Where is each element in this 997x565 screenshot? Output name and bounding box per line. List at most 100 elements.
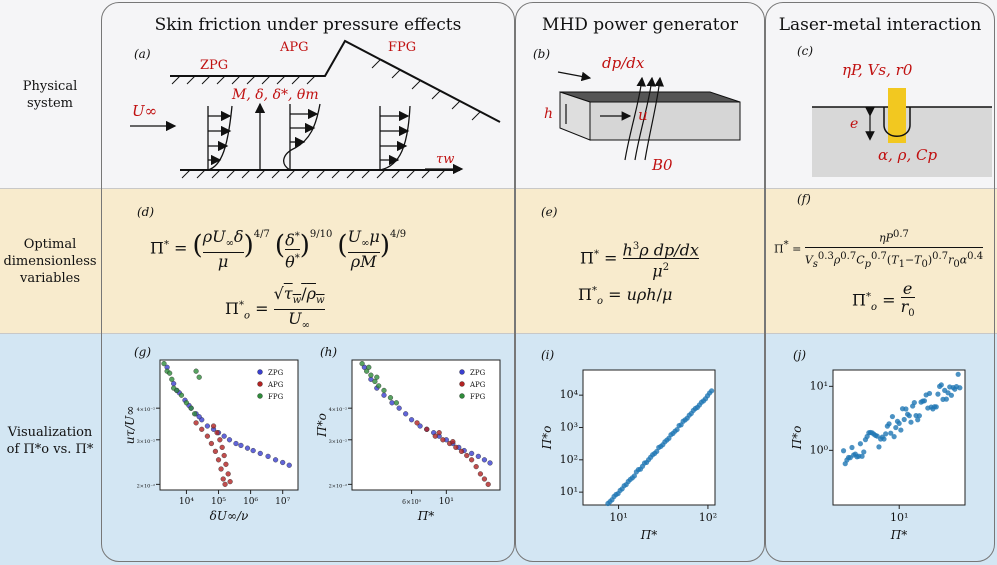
data-point — [906, 413, 912, 419]
legend-marker — [459, 381, 465, 387]
y-tick-label: 10¹ — [560, 485, 578, 498]
data-point — [859, 453, 865, 459]
x-tick-label: 10⁷ — [275, 497, 290, 507]
data-point — [364, 368, 370, 374]
label-e: e — [850, 116, 858, 132]
data-point — [709, 388, 715, 394]
legend-marker — [257, 381, 263, 387]
data-point — [188, 405, 194, 411]
data-point — [376, 383, 382, 389]
data-point — [424, 426, 430, 432]
data-point — [881, 436, 887, 442]
data-point — [244, 445, 251, 451]
y-tick-label: 3×10⁻² — [329, 439, 347, 445]
data-point — [926, 390, 933, 397]
x-tick-label: 10¹ — [439, 497, 454, 507]
data-point — [481, 457, 488, 463]
legend-entry: FPG — [470, 393, 486, 401]
data-point — [849, 444, 855, 451]
data-point — [217, 437, 223, 443]
y-axis-label: Π*o — [540, 426, 554, 451]
x-axis-label: δU∞/ν — [210, 509, 249, 523]
data-point — [908, 419, 914, 425]
data-point — [948, 392, 955, 398]
row-label-optimal: Optimal dimensionless variables — [3, 237, 97, 286]
data-point — [889, 413, 896, 420]
label-material-props: α, ρ, Cp — [878, 146, 937, 164]
chart-h: 6×10⁰ 10¹ 2×10⁻² 3×10⁻² 4×10⁻² Π* Π*o ZPG APG FPG — [315, 359, 501, 523]
x-tick-label: 10² — [699, 511, 717, 524]
data-point — [631, 473, 637, 479]
legend-entry: APG — [267, 381, 284, 389]
x-tick-label: 6×10⁰ — [402, 499, 421, 506]
data-point — [396, 405, 402, 411]
data-point — [654, 448, 660, 455]
data-point — [381, 392, 387, 398]
label-b0: B0 — [651, 156, 673, 174]
data-point — [891, 434, 897, 440]
skin-friction-schematic: ZPG APG FPG M, δ, δ*, θm U∞ τw — [130, 39, 501, 179]
panel-label-g: (g) — [134, 345, 152, 359]
chart-g: 10⁴ 10⁵ 10⁶ 10⁷ 2×10⁻² 3×10⁻² 4×10⁻² δU∞/ν uτ/U∞… — [123, 359, 299, 523]
data-point — [192, 411, 198, 417]
data-point — [199, 426, 205, 432]
data-point — [226, 437, 233, 443]
plot-area — [159, 359, 299, 491]
x-axis-label: Π* — [890, 528, 907, 540]
y-tick-label: 4×10⁻² — [137, 407, 155, 413]
equation-d-out: Π*o = √τw/ρw U∞ — [225, 284, 325, 332]
data-point — [221, 433, 227, 439]
data-point — [265, 453, 271, 459]
data-point — [223, 461, 229, 467]
equation-e-main: Π* = h3ρ dp/dx μ2 — [580, 238, 699, 280]
data-point — [178, 392, 185, 398]
label-dpdx: dp/dx — [602, 54, 645, 72]
row-divider — [0, 333, 997, 334]
equation-d-main: Π* = (ρU∞δ μ)4/7 (δ* θ*)9/10 (U∞μ ρM)4/9 — [150, 227, 407, 272]
plot-area — [582, 369, 716, 506]
data-point — [257, 450, 263, 457]
legend-marker — [459, 369, 465, 375]
data-point — [469, 457, 475, 463]
data-point — [886, 421, 892, 427]
y-tick-label: 10³ — [560, 420, 578, 433]
data-point — [366, 364, 372, 370]
panel-label-a: (a) — [134, 47, 151, 61]
data-point — [393, 400, 399, 406]
title-mhd: MHD power generator — [542, 15, 738, 35]
data-point — [487, 460, 493, 466]
label-u: u — [638, 106, 648, 124]
data-point — [935, 391, 941, 397]
data-point — [387, 395, 394, 401]
data-point — [473, 464, 479, 470]
y-tick-label: 2×10⁻² — [137, 483, 155, 489]
equation-e-out: Π*o = uρh/μ — [578, 285, 673, 308]
panel-label-f: (f) — [797, 192, 811, 206]
data-point — [432, 433, 438, 439]
data-point — [193, 368, 199, 374]
x-axis-label: Π* — [417, 509, 434, 523]
panel-label-i: (i) — [541, 348, 555, 362]
x-axis-label: Π* — [640, 528, 657, 540]
row-divider — [0, 188, 997, 189]
data-point — [464, 452, 470, 459]
column-laser — [765, 2, 995, 562]
data-point — [436, 430, 442, 436]
data-point — [174, 387, 180, 394]
data-point — [215, 457, 222, 463]
data-point — [477, 471, 484, 477]
x-tick-label: 10⁴ — [179, 497, 194, 507]
plot-area — [832, 369, 966, 506]
data-point — [861, 449, 867, 455]
legend-entry: ZPG — [268, 369, 284, 377]
data-point — [893, 424, 899, 431]
y-axis-label: uτ/U∞ — [123, 406, 137, 445]
data-point — [955, 371, 961, 377]
data-point — [372, 378, 378, 385]
y-axis-label: Π*o — [790, 426, 804, 451]
data-point — [233, 440, 239, 447]
data-point — [221, 452, 227, 459]
data-point — [898, 427, 904, 433]
legend-marker — [459, 393, 465, 399]
data-point — [957, 385, 963, 391]
